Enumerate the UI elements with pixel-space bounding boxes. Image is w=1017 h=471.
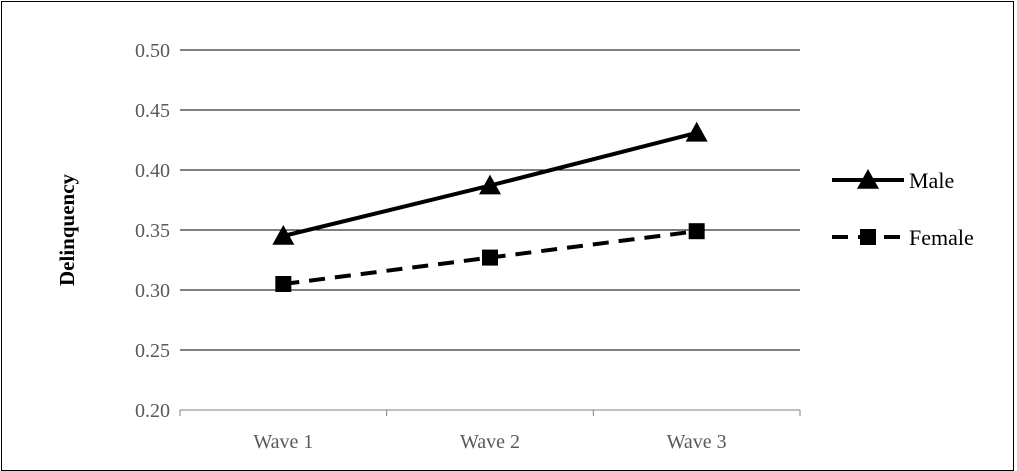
- data-point-male: [272, 225, 295, 245]
- data-point-female: [482, 249, 498, 266]
- legend: Male Female: [832, 168, 974, 250]
- x-tick-label: Wave 3: [667, 431, 727, 453]
- legend-label: Female: [909, 225, 974, 250]
- y-tick-label: 0.45: [135, 100, 170, 122]
- y-tick-label: 0.50: [135, 40, 170, 62]
- x-tick-labels: Wave 1 Wave 2 Wave 3: [253, 431, 726, 453]
- grid-layer: [179, 49, 801, 416]
- legend-marker: [857, 169, 879, 189]
- series-male: [272, 121, 708, 245]
- legend-marker: [860, 229, 876, 245]
- y-tick-label: 0.40: [135, 160, 170, 182]
- y-tick-label: 0.30: [135, 280, 170, 302]
- data-point-male: [685, 121, 708, 142]
- data-point-female: [275, 276, 292, 292]
- x-tick-label: Wave 1: [253, 431, 313, 453]
- y-tick-label: 0.20: [135, 400, 170, 422]
- y-tick-label: 0.25: [135, 340, 170, 362]
- legend-entry-male: Male: [832, 168, 954, 193]
- series-female: [275, 223, 705, 292]
- y-axis-title: Delinquency: [55, 173, 79, 286]
- series-layer: [272, 121, 708, 292]
- legend-entry-female: Female: [832, 225, 974, 250]
- data-point-male: [479, 174, 501, 195]
- x-tick-label: Wave 2: [460, 431, 520, 453]
- y-tick-labels: 0.20 0.25 0.30 0.35 0.40 0.45 0.50: [135, 40, 170, 422]
- y-tick-label: 0.35: [135, 220, 170, 242]
- legend-label: Male: [909, 168, 954, 193]
- data-point-female: [688, 223, 705, 240]
